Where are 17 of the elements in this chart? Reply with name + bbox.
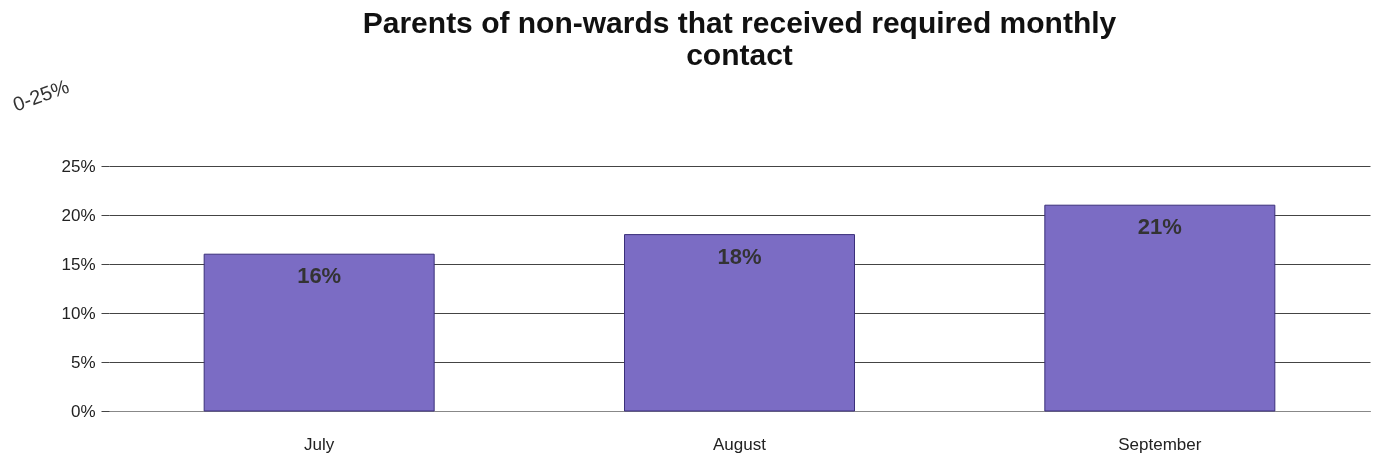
bar xyxy=(624,234,855,412)
y-tick-label: 0% xyxy=(70,401,96,421)
text: 0-25% xyxy=(9,74,72,116)
y-tick-label: 5% xyxy=(70,352,96,372)
text: 21% xyxy=(1137,214,1182,240)
y-tick-label: 25% xyxy=(61,156,96,176)
bar xyxy=(1044,204,1276,412)
x-tick-label: September xyxy=(1118,434,1202,454)
bar xyxy=(203,253,435,412)
y-tick-label: 20% xyxy=(61,205,96,225)
x-tick-label: August xyxy=(713,434,767,454)
y-tick-label: 15% xyxy=(61,254,96,274)
x-tick-label: July xyxy=(304,434,335,454)
text: 16% xyxy=(297,263,342,289)
text: 18% xyxy=(717,243,762,269)
chart-title: Parents of non-wards that received required monthly contact xyxy=(362,5,1117,71)
y-tick-label: 10% xyxy=(61,303,96,323)
